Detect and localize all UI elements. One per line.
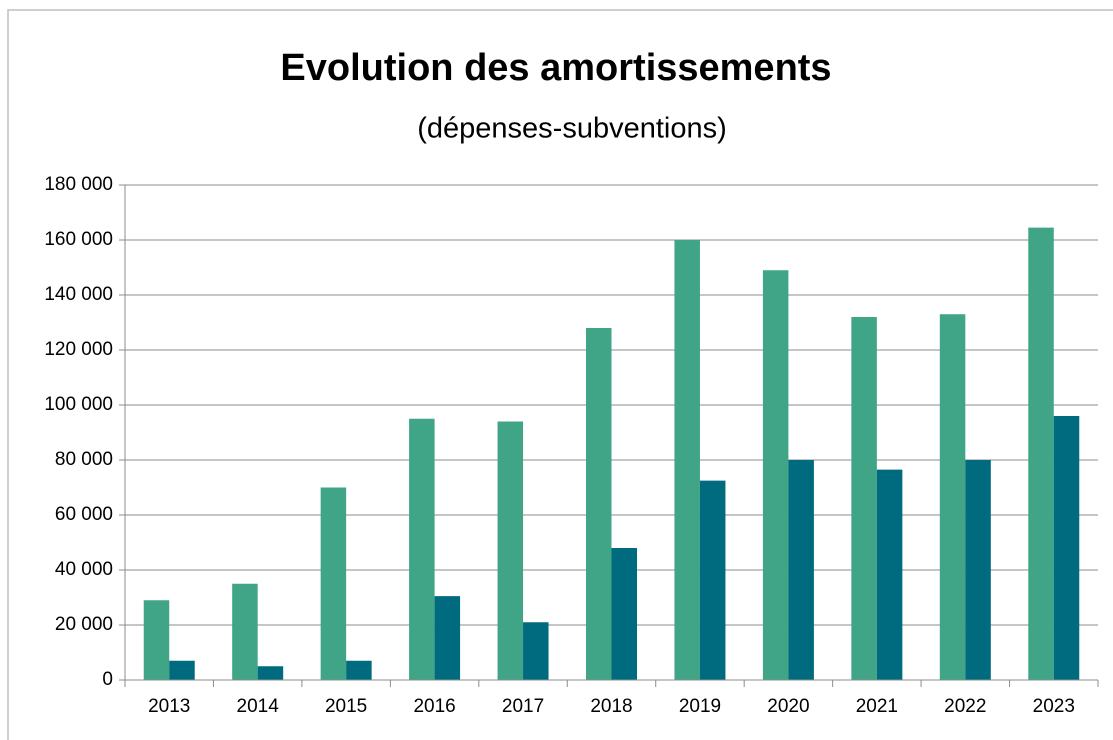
- x-tick-label: 2023: [1033, 696, 1075, 717]
- y-tick-label: 180 000: [44, 174, 113, 195]
- x-tick-label: 2013: [148, 696, 190, 717]
- x-tick-label: 2018: [590, 696, 632, 717]
- bar: [320, 487, 347, 680]
- y-tick-label: 160 000: [44, 229, 113, 250]
- chart-title: Evolution des amortissements: [280, 47, 831, 89]
- bar: [257, 666, 284, 680]
- bar: [611, 548, 637, 680]
- bar: [1053, 416, 1080, 680]
- x-tick-label: 2021: [856, 696, 898, 717]
- x-tick-label: 2019: [679, 696, 721, 717]
- bar: [143, 600, 170, 680]
- bar: [1028, 227, 1054, 680]
- bar: [169, 660, 195, 680]
- bar: [409, 418, 435, 680]
- bar: [851, 317, 877, 680]
- bar: [497, 421, 524, 680]
- chart-frame: [7, 9, 1113, 740]
- x-tick-label: 2017: [502, 696, 544, 717]
- bar: [434, 596, 461, 680]
- y-tick-label: 20 000: [55, 614, 113, 635]
- bar: [699, 480, 726, 680]
- y-tick-label: 120 000: [44, 339, 113, 360]
- bar: [674, 240, 700, 680]
- bar: [965, 460, 991, 680]
- bar: [346, 660, 372, 680]
- bar: [876, 469, 903, 680]
- y-tick-label: 60 000: [55, 504, 113, 525]
- x-tick-label: 2014: [237, 696, 280, 717]
- bar: [788, 460, 814, 680]
- y-tick-label: 140 000: [44, 284, 113, 305]
- bar: [939, 314, 966, 680]
- x-tick-label: 2015: [325, 696, 367, 717]
- x-tick-label: 2022: [944, 696, 986, 717]
- x-tick-label: 2020: [767, 696, 809, 717]
- bar: [232, 583, 258, 680]
- y-tick-label: 80 000: [55, 449, 113, 470]
- chart-subtitle: (dépenses-subventions): [417, 113, 727, 145]
- bar: [586, 328, 612, 680]
- x-tick-label: 2016: [413, 696, 455, 717]
- y-tick-label: 100 000: [44, 394, 113, 415]
- y-tick-label: 0: [102, 669, 113, 690]
- bar: [523, 622, 549, 680]
- y-tick-label: 40 000: [55, 559, 113, 580]
- bar: [762, 270, 789, 680]
